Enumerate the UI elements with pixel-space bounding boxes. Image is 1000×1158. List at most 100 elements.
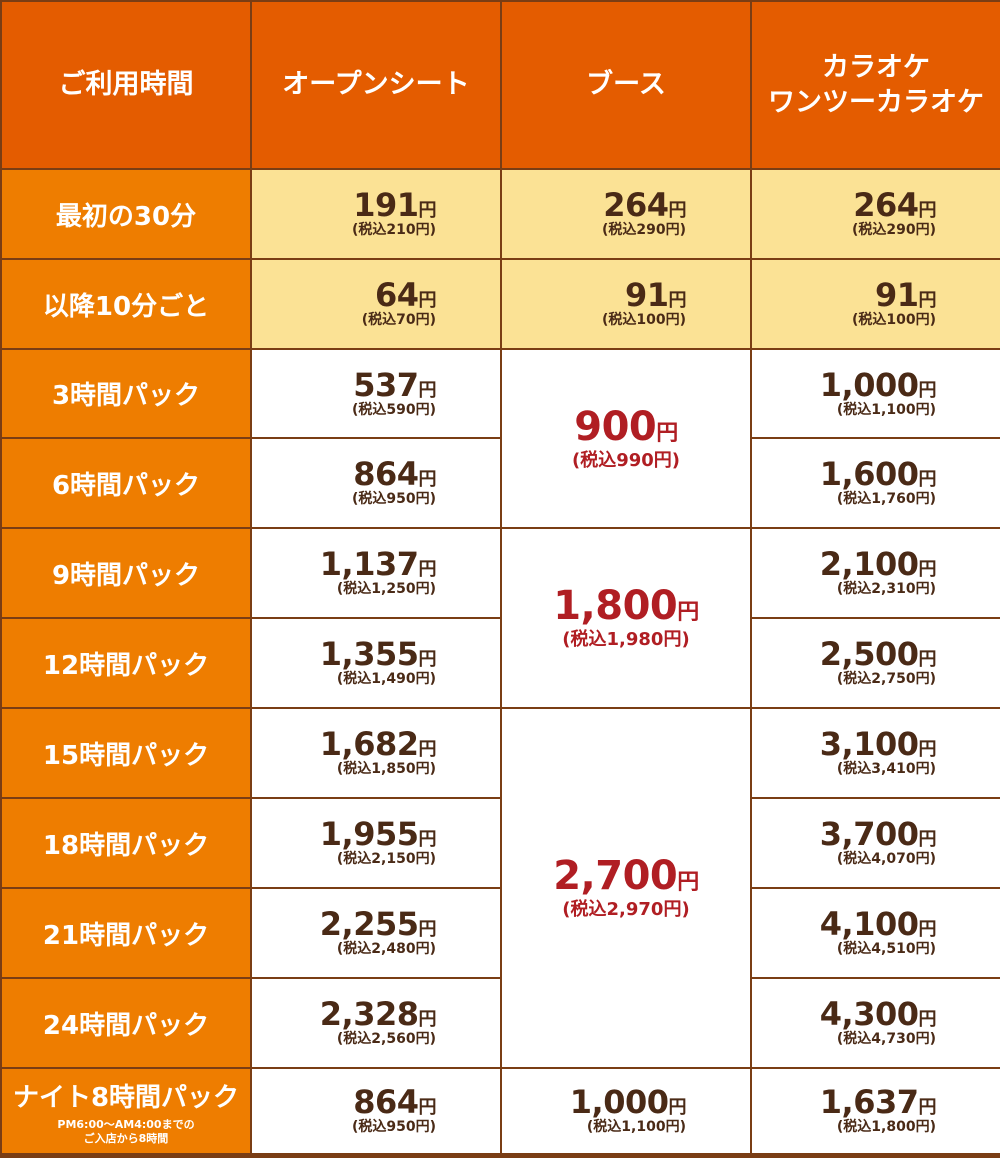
price-value: 4,300円 [820, 998, 937, 1030]
price-cell: 264円 (税込290円) [752, 170, 1000, 258]
row-label-text: 最初の30分 [55, 201, 197, 232]
yen-unit: 円 [656, 420, 678, 446]
yen-unit: 円 [918, 919, 937, 941]
yen-unit: 円 [668, 1097, 687, 1119]
price-number: 64 [374, 276, 419, 315]
price-tax: (税込100円) [601, 312, 686, 329]
yen-unit: 円 [418, 1009, 437, 1031]
price-value: 1,955円 [319, 815, 437, 854]
price-value: 1,600円 [819, 455, 937, 494]
price-number: 1,800 [553, 583, 678, 630]
row-label-15h: 15時間パック [2, 709, 250, 797]
price-tax: (税込1,490円) [336, 671, 436, 688]
yen-unit: 円 [918, 469, 937, 491]
row-label-text: 18時間パック [42, 830, 210, 861]
price-value: 191円 [353, 189, 436, 221]
price-value: 2,700円 [553, 856, 699, 896]
price-tax: (税込4,730円) [836, 1031, 936, 1048]
row-label-per10: 以降10分ごと [2, 260, 250, 348]
yen-unit: 円 [918, 1097, 937, 1119]
row-label-3h: 3時間パック [2, 350, 250, 437]
price-cell: 864円 (税込950円) [252, 1069, 500, 1153]
price-number: 2,328 [319, 995, 419, 1034]
price-cell: 4,100円 (税込4,510円) [752, 889, 1000, 977]
price-value: 2,500円 [819, 635, 937, 674]
price-tax: (税込4,510円) [836, 941, 936, 958]
price-tax: (税込2,480円) [336, 941, 436, 958]
yen-unit: 円 [418, 200, 437, 222]
price-cell: 91円 (税込100円) [752, 260, 1000, 348]
price-cell: 91円 (税込100円) [502, 260, 750, 348]
price-number: 864 [353, 455, 419, 494]
price-value: 1,137円 [319, 545, 437, 584]
row-label-first30: 最初の30分 [2, 170, 250, 258]
night-note: PM6:00〜AM4:00までの ご入店から8時間 [57, 1118, 194, 1144]
price-number: 2,100 [819, 545, 919, 584]
header-karaoke-line1: カラオケ [822, 51, 930, 83]
price-number: 2,255 [319, 905, 419, 944]
header-open-seat-text: オープンシート [282, 69, 470, 101]
row-label-text: 12時間パック [42, 650, 210, 681]
price-value: 4,100円 [820, 908, 937, 941]
price-cell: 2,255円 (税込2,480円) [252, 889, 500, 977]
yen-unit: 円 [418, 1097, 437, 1119]
price-tax: (税込990円) [571, 449, 681, 471]
price-value: 864円 [353, 1086, 436, 1118]
price-tax: (税込1,760円) [836, 491, 936, 508]
price-number: 1,600 [819, 455, 919, 494]
row-label-6h: 6時間パック [2, 439, 250, 527]
row-label-text: ナイト8時間パック [12, 1083, 240, 1114]
header-usage-time: ご利用時間 [2, 2, 250, 168]
price-cell: 1,637円 (税込1,800円) [752, 1069, 1000, 1153]
price-tax: (税込100円) [851, 312, 936, 329]
yen-unit: 円 [677, 600, 699, 626]
yen-unit: 円 [918, 290, 937, 312]
yen-unit: 円 [418, 290, 437, 312]
row-label-text: 3時間パック [51, 381, 201, 411]
price-tax: (税込1,100円) [586, 1119, 686, 1136]
price-number: 1,137 [319, 545, 419, 584]
price-number: 264 [853, 186, 919, 225]
price-tax: (税込1,980円) [562, 629, 690, 651]
row-label-21h: 21時間パック [2, 889, 250, 977]
price-value: 91円 [624, 276, 687, 315]
price-tax: (税込290円) [601, 222, 686, 239]
price-value: 264円 [603, 189, 686, 221]
price-number: 900 [574, 403, 657, 450]
row-label-12h: 12時間パック [2, 619, 250, 707]
price-tax: (税込590円) [351, 401, 436, 418]
header-usage-time-text: ご利用時間 [58, 69, 194, 101]
price-number: 1,355 [319, 635, 419, 674]
price-tax: (税込2,750円) [836, 671, 936, 688]
price-value: 3,100円 [820, 728, 937, 760]
row-label-text: 21時間パック [42, 920, 210, 951]
yen-unit: 円 [918, 649, 937, 671]
price-number: 2,500 [819, 635, 919, 674]
price-number: 1,955 [319, 815, 419, 854]
price-value: 91円 [875, 279, 937, 312]
yen-unit: 円 [677, 870, 699, 896]
price-number: 91 [624, 276, 669, 315]
yen-unit: 円 [418, 919, 437, 941]
yen-unit: 円 [418, 739, 437, 761]
yen-unit: 円 [418, 559, 437, 581]
price-tax: (税込1,250円) [336, 581, 436, 598]
price-number: 1,000 [569, 1083, 669, 1122]
booth-pack-15-24h: 2,700円 (税込2,970円) [502, 709, 750, 1067]
price-value: 1,000円 [569, 1083, 687, 1122]
price-cell: 537円 (税込590円) [252, 350, 500, 437]
price-cell: 2,500円 (税込2,750円) [752, 619, 1000, 707]
price-tax: (税込70円) [361, 312, 436, 329]
price-number: 191 [353, 186, 419, 225]
price-number: 1,000 [819, 365, 919, 404]
price-cell: 864円 (税込950円) [252, 439, 500, 527]
price-value: 1,000円 [819, 365, 937, 404]
price-cell: 1,355円 (税込1,490円) [252, 619, 500, 707]
price-tax: (税込4,070円) [836, 851, 936, 868]
price-cell: 3,100円 (税込3,410円) [752, 709, 1000, 797]
row-label-24h: 24時間パック [2, 979, 250, 1067]
price-value: 264円 [853, 189, 936, 221]
yen-unit: 円 [918, 379, 937, 401]
header-open-seat: オープンシート [252, 2, 500, 168]
row-label-text: 15時間パック [42, 740, 210, 771]
